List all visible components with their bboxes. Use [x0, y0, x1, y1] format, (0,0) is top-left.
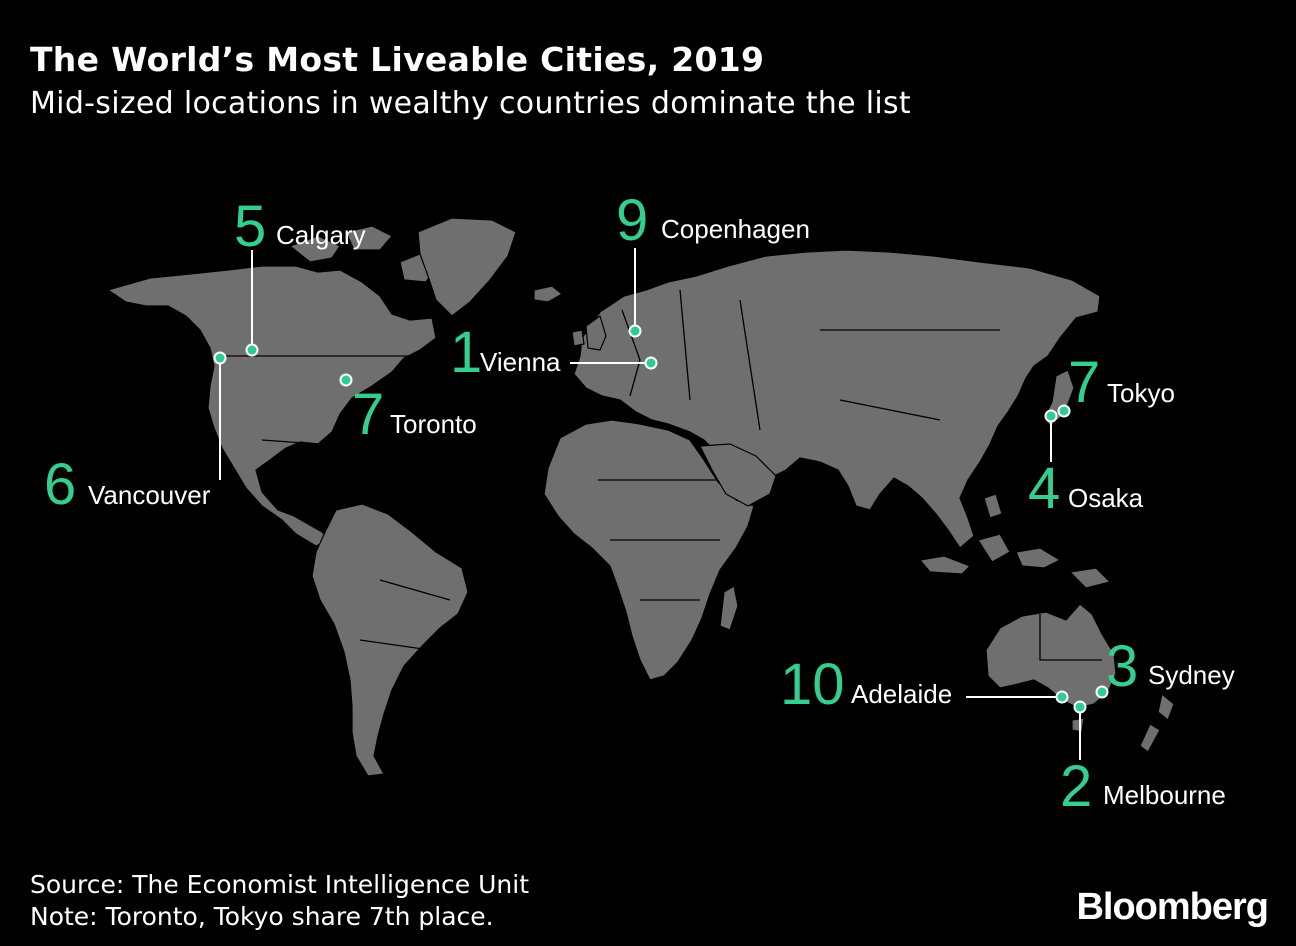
- label-toronto: Toronto: [390, 409, 477, 439]
- footnote: Note: Toronto, Tokyo share 7th place.: [30, 902, 494, 931]
- city-dots: [213, 324, 1109, 714]
- city-labels: 5 Calgary 9 Copenhagen 1 Vienna 7 Toront…: [44, 188, 1235, 819]
- label-melbourne: Melbourne: [1103, 780, 1226, 810]
- arabian-peninsula: [699, 443, 777, 507]
- label-osaka: Osaka: [1068, 483, 1144, 513]
- dot-copenhagen: [628, 324, 642, 338]
- rank-toronto: 7: [352, 382, 384, 447]
- australia: [985, 603, 1117, 709]
- rank-calgary: 5: [234, 194, 266, 259]
- leader-lines: [219, 248, 1081, 760]
- dot-calgary: [245, 343, 259, 357]
- source-note: Source: The Economist Intelligence Unit: [30, 870, 530, 899]
- chart-subtitle: Mid-sized locations in wealthy countries…: [30, 86, 911, 121]
- label-copenhagen: Copenhagen: [661, 214, 810, 244]
- iceland: [533, 285, 563, 303]
- label-vienna: Vienna: [480, 347, 561, 377]
- indonesia: [919, 493, 1111, 589]
- dot-adelaide: [1055, 690, 1069, 704]
- rank-sydney: 3: [1106, 634, 1138, 699]
- label-sydney: Sydney: [1148, 660, 1235, 690]
- rank-osaka: 4: [1028, 456, 1060, 521]
- chart-title: The World’s Most Liveable Cities, 2019: [30, 40, 765, 79]
- dot-toronto: [339, 373, 353, 387]
- british-isles: [571, 315, 607, 351]
- rank-melbourne: 2: [1060, 754, 1092, 819]
- rank-copenhagen: 9: [616, 188, 648, 253]
- label-calgary: Calgary: [276, 220, 366, 250]
- rank-adelaide: 10: [780, 652, 845, 717]
- dot-sydney: [1095, 685, 1109, 699]
- country-borders: [214, 289, 1102, 661]
- label-vancouver: Vancouver: [88, 480, 211, 510]
- madagascar: [719, 585, 739, 631]
- dot-melbourne: [1073, 700, 1087, 714]
- bloomberg-logo: Bloomberg: [1076, 886, 1269, 928]
- north-america: [107, 265, 437, 547]
- rank-tokyo: 7: [1068, 350, 1100, 415]
- africa: [543, 419, 755, 681]
- label-tokyo: Tokyo: [1107, 378, 1175, 408]
- new-zealand: [1139, 693, 1175, 753]
- landmasses: [107, 217, 1175, 777]
- rank-vienna: 1: [450, 320, 482, 385]
- dot-tokyo: [1057, 404, 1071, 418]
- dot-osaka: [1044, 409, 1058, 423]
- rank-vancouver: 6: [44, 452, 76, 517]
- eurasia: [573, 249, 1101, 549]
- dot-vancouver: [213, 351, 227, 365]
- tasmania: [1071, 717, 1085, 733]
- dot-vienna: [644, 356, 658, 370]
- label-adelaide: Adelaide: [851, 679, 952, 709]
- greenland: [417, 217, 517, 317]
- south-america: [311, 503, 469, 777]
